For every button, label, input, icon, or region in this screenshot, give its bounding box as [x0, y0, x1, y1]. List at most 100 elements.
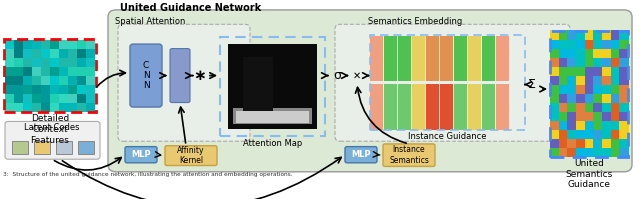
Bar	[370, 35, 525, 130]
FancyBboxPatch shape	[383, 144, 435, 166]
Bar	[593, 129, 602, 139]
Bar	[41, 40, 50, 49]
Text: United Guidance Network: United Guidance Network	[120, 3, 261, 13]
Bar	[550, 39, 559, 49]
Bar	[412, 36, 425, 81]
Bar	[23, 58, 32, 66]
Bar	[593, 138, 602, 147]
Bar	[593, 120, 602, 130]
Bar	[602, 111, 611, 121]
Bar	[550, 129, 559, 139]
Bar	[384, 84, 397, 130]
Bar	[620, 120, 628, 130]
Bar	[23, 40, 32, 49]
Bar	[32, 66, 41, 76]
Bar	[611, 120, 620, 130]
Bar	[620, 102, 628, 111]
Bar	[567, 93, 577, 102]
Bar	[59, 76, 68, 85]
FancyBboxPatch shape	[170, 49, 190, 102]
Bar	[4, 39, 96, 112]
Bar	[585, 48, 594, 58]
Bar	[567, 75, 577, 85]
Bar	[576, 30, 585, 40]
Bar	[468, 84, 481, 130]
Bar	[77, 66, 86, 76]
Bar	[454, 84, 467, 130]
Bar	[50, 76, 59, 85]
Bar	[5, 94, 14, 102]
Bar	[5, 66, 14, 76]
Bar	[602, 75, 611, 85]
Bar	[602, 102, 611, 111]
Bar	[567, 48, 577, 58]
Bar	[585, 66, 594, 76]
Bar	[620, 75, 628, 85]
Bar	[398, 36, 411, 81]
Bar	[23, 102, 32, 111]
Bar	[585, 39, 594, 49]
Bar	[23, 76, 32, 85]
Bar	[41, 94, 50, 102]
Bar	[5, 58, 14, 66]
Bar	[14, 66, 23, 76]
Bar	[585, 138, 594, 147]
Bar	[611, 66, 620, 76]
Bar	[602, 30, 611, 40]
Bar	[602, 84, 611, 94]
Bar	[559, 138, 568, 147]
Bar	[77, 94, 86, 102]
Bar	[50, 102, 59, 111]
Bar	[14, 40, 23, 49]
Bar	[496, 36, 509, 81]
Bar	[5, 40, 14, 49]
Bar	[585, 111, 594, 121]
Bar	[576, 147, 585, 157]
Bar	[602, 66, 611, 76]
Bar	[482, 36, 495, 81]
Bar	[228, 44, 317, 129]
FancyBboxPatch shape	[118, 24, 250, 141]
Bar	[550, 138, 559, 147]
Text: MLP: MLP	[131, 150, 151, 159]
Bar	[611, 48, 620, 58]
Bar	[559, 30, 568, 40]
Bar	[250, 57, 265, 75]
Bar	[68, 66, 77, 76]
Bar	[482, 84, 495, 130]
Bar	[559, 75, 568, 85]
Text: ✕: ✕	[353, 71, 361, 81]
Bar	[50, 66, 59, 76]
Bar	[34, 141, 50, 154]
Bar	[86, 58, 95, 66]
Bar	[550, 147, 559, 157]
Bar	[576, 39, 585, 49]
Text: Instance
Semantics: Instance Semantics	[389, 145, 429, 165]
Bar	[5, 85, 14, 94]
Bar	[550, 84, 559, 94]
Bar	[550, 75, 559, 85]
Bar	[14, 58, 23, 66]
Bar	[620, 84, 628, 94]
Bar	[585, 57, 594, 66]
Bar	[602, 129, 611, 139]
Bar	[620, 129, 628, 139]
Bar	[50, 94, 59, 102]
Bar	[550, 30, 559, 40]
Bar	[23, 94, 32, 102]
Bar	[454, 36, 467, 81]
Bar	[611, 30, 620, 40]
Bar	[620, 48, 628, 58]
Text: ∗: ∗	[194, 68, 206, 83]
Bar	[593, 84, 602, 94]
Bar	[620, 66, 628, 76]
Bar	[32, 76, 41, 85]
FancyBboxPatch shape	[165, 146, 217, 166]
Bar	[567, 39, 577, 49]
Bar	[59, 49, 68, 58]
Bar	[559, 129, 568, 139]
Bar	[384, 36, 397, 81]
Bar	[86, 66, 95, 76]
Text: MLP: MLP	[351, 150, 371, 159]
Bar	[602, 48, 611, 58]
